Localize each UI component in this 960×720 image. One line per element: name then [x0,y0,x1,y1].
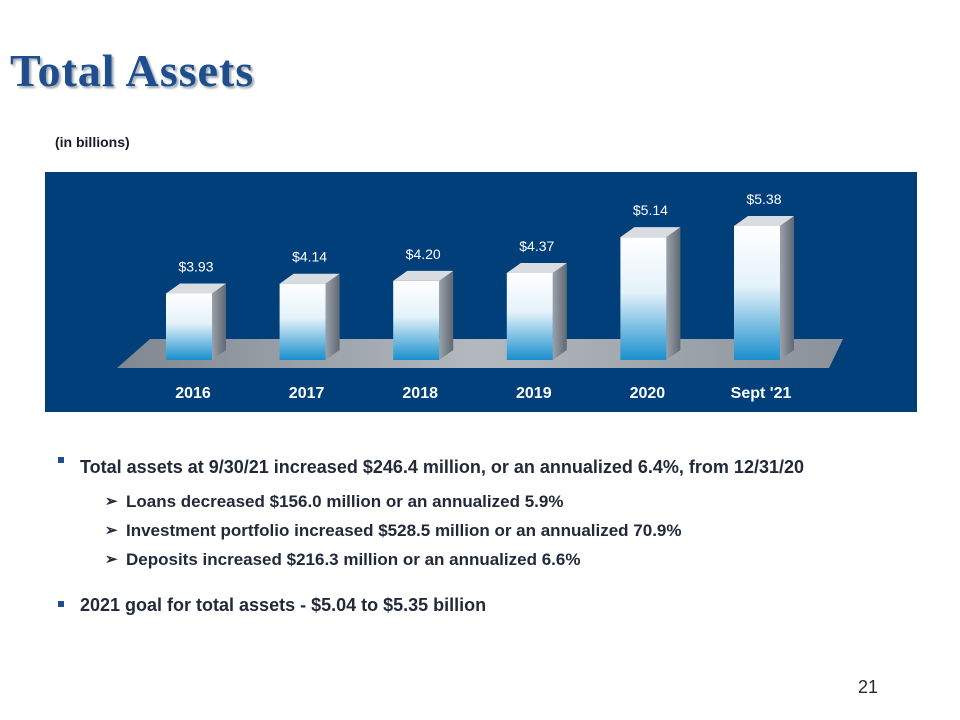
bullet-item: 2021 goal for total assets - $5.04 to $5… [58,594,908,616]
bar-side [439,270,454,360]
data-label: $4.20 [406,246,441,262]
data-label: $4.37 [519,238,554,254]
bar-top [620,227,681,238]
bar-side [212,283,226,360]
bullet-square-icon [58,601,64,607]
bar-side [552,262,567,360]
bullet-list: Total assets at 9/30/21 increased $246.4… [58,450,908,616]
bar-top [734,216,794,226]
bullet-text: Total assets at 9/30/21 increased $246.4… [80,457,804,477]
category-label: Sept '21 [731,385,792,402]
bar-top [506,262,567,273]
bar-front [734,226,780,360]
bar-front [279,283,326,360]
bullet-square-icon [58,457,64,463]
page-title: Total Assets [10,45,255,96]
bar-2019: $4.37 2019 [506,238,567,402]
bar-top [393,270,454,281]
arrow-bullet-icon: ➢ [105,493,118,510]
bar-2020: $5.14 2020 [620,202,681,402]
bar-top [279,273,340,284]
category-label: 2018 [402,385,438,402]
bar-front [393,280,440,360]
bar-2017: $4.14 2017 [279,249,340,402]
bar-sept-21: $5.38 Sept '21 [731,191,794,402]
sub-bullet-item: ➢ Investment portfolio increased $528.5 … [105,516,908,545]
data-label: $3.93 [178,258,213,274]
sub-bullet-item: ➢ Loans decreased $156.0 million or an a… [105,487,908,516]
data-label: $5.38 [746,191,781,207]
arrow-bullet-icon: ➢ [105,522,118,539]
bar-2018: $4.20 2018 [393,246,454,402]
bar-front [620,237,667,360]
category-label: 2016 [175,385,211,402]
category-label: 2019 [516,385,552,402]
data-label: $4.14 [292,249,327,265]
total-assets-chart: $3.93 2016 $4.14 2017 $4.20 2018 $4.37 2019 $5.1… [45,172,917,412]
bar-front [506,272,553,360]
bullet-text: 2021 goal for total assets - $5.04 to $5… [80,595,487,615]
bar-side [666,227,681,360]
bullet-item: Total assets at 9/30/21 increased $246.4… [58,450,908,485]
bar-side [325,273,340,360]
sub-bullet-text: Investment portfolio increased $528.5 mi… [126,521,682,540]
bar-top [166,283,226,294]
bar-front [166,293,212,360]
category-label: 2020 [630,385,666,402]
unit-note: (in billions) [55,134,130,150]
arrow-bullet-icon: ➢ [105,551,118,568]
sub-bullet-item: ➢ Deposits increased $216.3 million or a… [105,545,908,574]
sub-bullet-text: Deposits increased $216.3 million or an … [126,550,581,569]
category-label: 2017 [289,385,325,402]
page-number: 21 [858,677,879,697]
bar-side [780,216,794,360]
bar-2016: $3.93 2016 [166,258,226,402]
data-label: $5.14 [633,202,668,218]
sub-bullet-list: ➢ Loans decreased $156.0 million or an a… [105,487,908,574]
sub-bullet-text: Loans decreased $156.0 million or an ann… [126,492,564,511]
